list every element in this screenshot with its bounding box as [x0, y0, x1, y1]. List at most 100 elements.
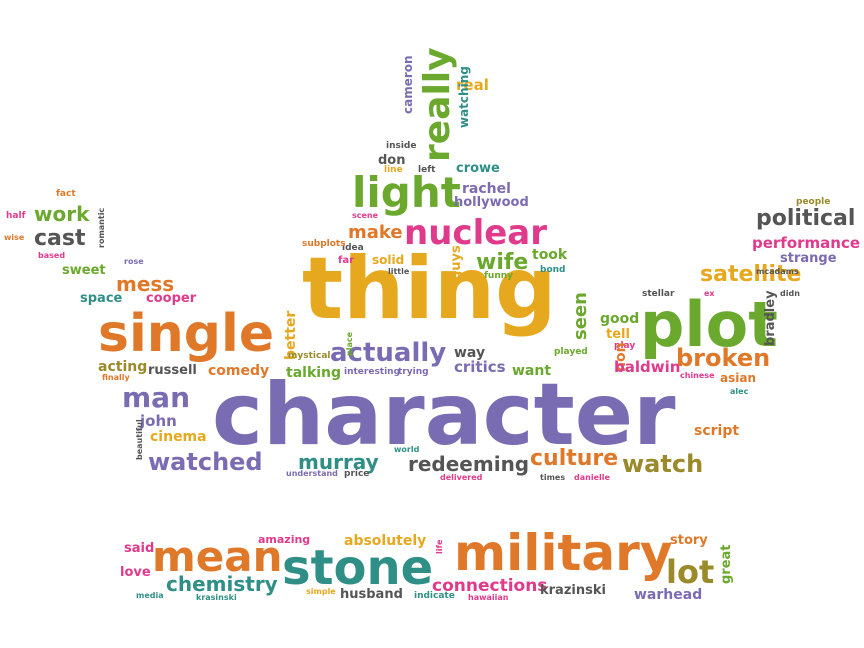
word-real: real [456, 76, 489, 94]
word-russell: russell [148, 363, 197, 378]
word-wife: wife [476, 250, 529, 275]
word-murray: murray [298, 450, 379, 474]
word-romantic: romantic [97, 207, 106, 248]
word-space: space [80, 291, 123, 306]
word-finally: finally [102, 373, 130, 382]
word-asian: asian [720, 371, 756, 385]
word-left: left [418, 165, 436, 175]
word-mcadams: mcadams [756, 267, 799, 276]
word-world: world [394, 445, 420, 454]
word-solid: solid [372, 253, 405, 267]
word-guys: guys [449, 245, 464, 280]
word-fact: fact [56, 189, 76, 199]
word-far: far [338, 255, 355, 266]
word-bradley: bradley [763, 290, 778, 346]
word-hollywood: hollywood [454, 195, 529, 210]
word-beautiful: beautiful [135, 419, 144, 460]
word-funny: funny [484, 271, 514, 281]
word-krazinski: krazinski [540, 583, 606, 598]
word-alec: alec [730, 387, 749, 396]
word-good: good [600, 311, 640, 327]
word-culture: culture [530, 446, 619, 471]
word-based: based [38, 251, 66, 260]
word-absolutely: absolutely [344, 533, 427, 549]
word-watch: watch [622, 450, 704, 478]
word-plot: plot [640, 288, 778, 361]
word-price: price [344, 469, 370, 479]
word-chemistry: chemistry [166, 572, 278, 596]
word-play: play [614, 341, 636, 351]
word-thing: thing [302, 239, 557, 339]
word-simple: simple [306, 587, 336, 596]
word-don: don [378, 153, 406, 168]
word-sweet: sweet [62, 263, 106, 278]
word-seen: seen [570, 292, 591, 340]
word-satellite: satellite [700, 262, 802, 287]
word-wise: wise [4, 233, 25, 242]
word-baldwin: baldwin [614, 358, 681, 376]
word-make: make [348, 222, 403, 243]
word-stone: stone [282, 540, 434, 596]
word-cooper: cooper [146, 291, 197, 306]
word-story: story [670, 533, 708, 548]
word-cinema: cinema [150, 429, 207, 445]
word-acting: acting [98, 359, 148, 375]
word-line: line [384, 165, 403, 175]
word-comedy: comedy [208, 363, 270, 379]
word-mean: mean [152, 532, 283, 581]
word-ex: ex [704, 289, 715, 298]
word-really: really [417, 47, 458, 162]
word-connections: connections [432, 576, 548, 596]
word-warhead: warhead [634, 587, 703, 603]
word-danielle: danielle [574, 473, 610, 482]
word-great: great [719, 544, 734, 584]
word-life: life [435, 539, 444, 554]
word-place: place [345, 331, 354, 356]
word-strange: strange [780, 251, 837, 266]
word-performance: performance [752, 234, 861, 252]
word-light: light [352, 168, 461, 217]
word-crowe: crowe [456, 161, 500, 176]
word-way: way [454, 345, 486, 361]
word-hawaiian: hawaiian [468, 593, 509, 602]
word-nuclear: nuclear [404, 213, 547, 253]
word-husband: husband [340, 587, 403, 602]
word-mess: mess [116, 272, 175, 296]
word-said: said [124, 541, 155, 556]
word-single: single [98, 304, 275, 364]
word-love: love [120, 565, 151, 580]
word-little: little [388, 267, 410, 276]
word-inside: inside [386, 141, 417, 151]
word-redeeming: redeeming [408, 452, 530, 476]
word-times: times [540, 473, 566, 482]
word-military: military [454, 524, 673, 582]
word-idea: idea [342, 243, 364, 253]
word-rachel: rachel [462, 181, 511, 197]
word-actually: actually [330, 338, 447, 368]
word-people: people [796, 197, 831, 207]
word-indicate: indicate [414, 591, 455, 601]
word-cast: cast [34, 226, 86, 251]
word-stellar: stellar [642, 289, 675, 299]
word-cameron: cameron [401, 55, 415, 114]
word-lot: lot [666, 553, 715, 591]
word-played: played [554, 347, 588, 357]
word-political: political [756, 206, 856, 231]
word-trying: trying [398, 367, 429, 377]
word-broken: broken [676, 344, 771, 372]
word-rose: rose [124, 257, 144, 266]
word-want: want [512, 363, 552, 379]
word-man: man [122, 381, 191, 414]
word-mystical: mystical [288, 351, 331, 361]
word-half: half [6, 211, 26, 221]
word-krasinski: krasinski [196, 593, 237, 602]
word-talking: talking [286, 365, 342, 381]
word-understand: understand [286, 469, 338, 478]
word-bond: bond [540, 265, 566, 275]
word-critics: critics [454, 358, 506, 376]
word-john: john [140, 412, 177, 430]
word-chinese: chinese [680, 371, 715, 380]
word-delivered: delivered [440, 473, 483, 482]
word-watching: watching [457, 66, 471, 128]
word-script: script [694, 423, 740, 439]
